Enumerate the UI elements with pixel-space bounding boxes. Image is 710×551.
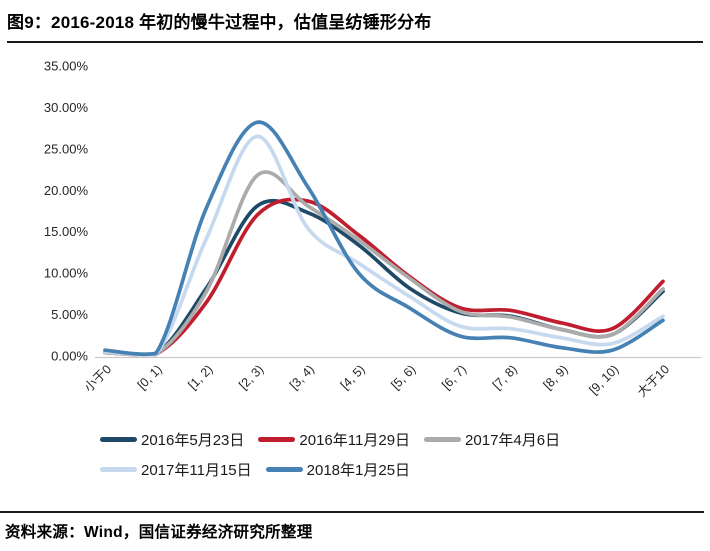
x-axis-tick-label: [6, 7) (439, 362, 469, 392)
x-axis-tick-label: [8, 9) (541, 362, 571, 392)
footer-divider (0, 511, 704, 513)
legend-item: 2017年4月6日 (424, 429, 560, 450)
legend-row: 2016年5月23日 2016年11月29日 2017年4月6日 (100, 429, 710, 450)
source-note: 资料来源：Wind，国信证券经济研究所整理 (5, 524, 313, 541)
chart-area: 0.00% 5.00% 10.00% 15.00% 20.00% 25.00% 30.00%… (0, 43, 710, 423)
legend-label: 2017年11月15日 (141, 462, 252, 479)
figure-title: 图9：2016-2018 年初的慢牛过程中，估值呈纺锤形分布 (7, 13, 432, 32)
legend-label: 2017年4月6日 (465, 432, 561, 449)
legend-row: 2017年11月15日 2018年1月25日 (100, 459, 710, 480)
y-axis-tick-label: 25.00% (44, 141, 89, 156)
x-axis-tick-label: [5, 6) (388, 362, 418, 392)
series-line-2018年1月25日 (103, 120, 665, 356)
legend-item: 2017年11月15日 (100, 459, 252, 480)
series-line-2016年11月29日 (103, 197, 665, 357)
x-axis-tick-label: [4, 5) (338, 362, 368, 392)
legend-label: 2018年1月25日 (306, 462, 411, 479)
x-axis-tick-label: [0, 1) (135, 362, 165, 392)
x-axis-tick-label: [3, 4) (287, 362, 317, 392)
legend-swatch-icon (100, 467, 137, 472)
y-axis-tick-label: 30.00% (44, 100, 89, 115)
legend-swatch-icon (424, 437, 462, 442)
legend-label: 2016年5月23日 (141, 432, 245, 449)
y-axis-tick-label: 0.00% (51, 349, 88, 364)
chart-legend: 2016年5月23日 2016年11月29日 2017年4月6日 2017年11月15… (100, 429, 710, 480)
series-line-2017年4月6日 (103, 170, 665, 357)
legend-swatch-icon (258, 437, 296, 442)
title-divider (7, 41, 703, 43)
y-axis-tick-label: 5.00% (51, 307, 88, 322)
legend-item: 2016年11月29日 (258, 429, 410, 450)
legend-swatch-icon (265, 467, 303, 472)
x-axis-tick-label: [1, 2) (186, 362, 216, 392)
x-axis-tick-label: [7, 8) (490, 362, 520, 392)
y-axis-tick-label: 20.00% (44, 183, 89, 198)
x-axis-tick-label: 大于10 (635, 362, 672, 399)
x-axis-tick-label: [9, 10) (586, 362, 621, 397)
legend-label: 2016年11月29日 (299, 432, 411, 449)
y-axis-tick-label: 10.00% (44, 266, 89, 281)
x-axis-tick-label: [2, 3) (236, 362, 266, 392)
legend-item: 2018年1月25日 (265, 459, 411, 480)
legend-item: 2016年5月23日 (100, 429, 244, 450)
y-axis-tick-label: 35.00% (44, 59, 89, 74)
series-line-2017年11月15日 (103, 134, 665, 357)
legend-swatch-icon (100, 437, 137, 442)
y-axis-tick-label: 15.00% (44, 224, 89, 239)
x-axis-tick-label: 小于0 (82, 362, 115, 395)
chart-svg: 0.00% 5.00% 10.00% 15.00% 20.00% 25.00% 30.00%… (44, 59, 701, 400)
